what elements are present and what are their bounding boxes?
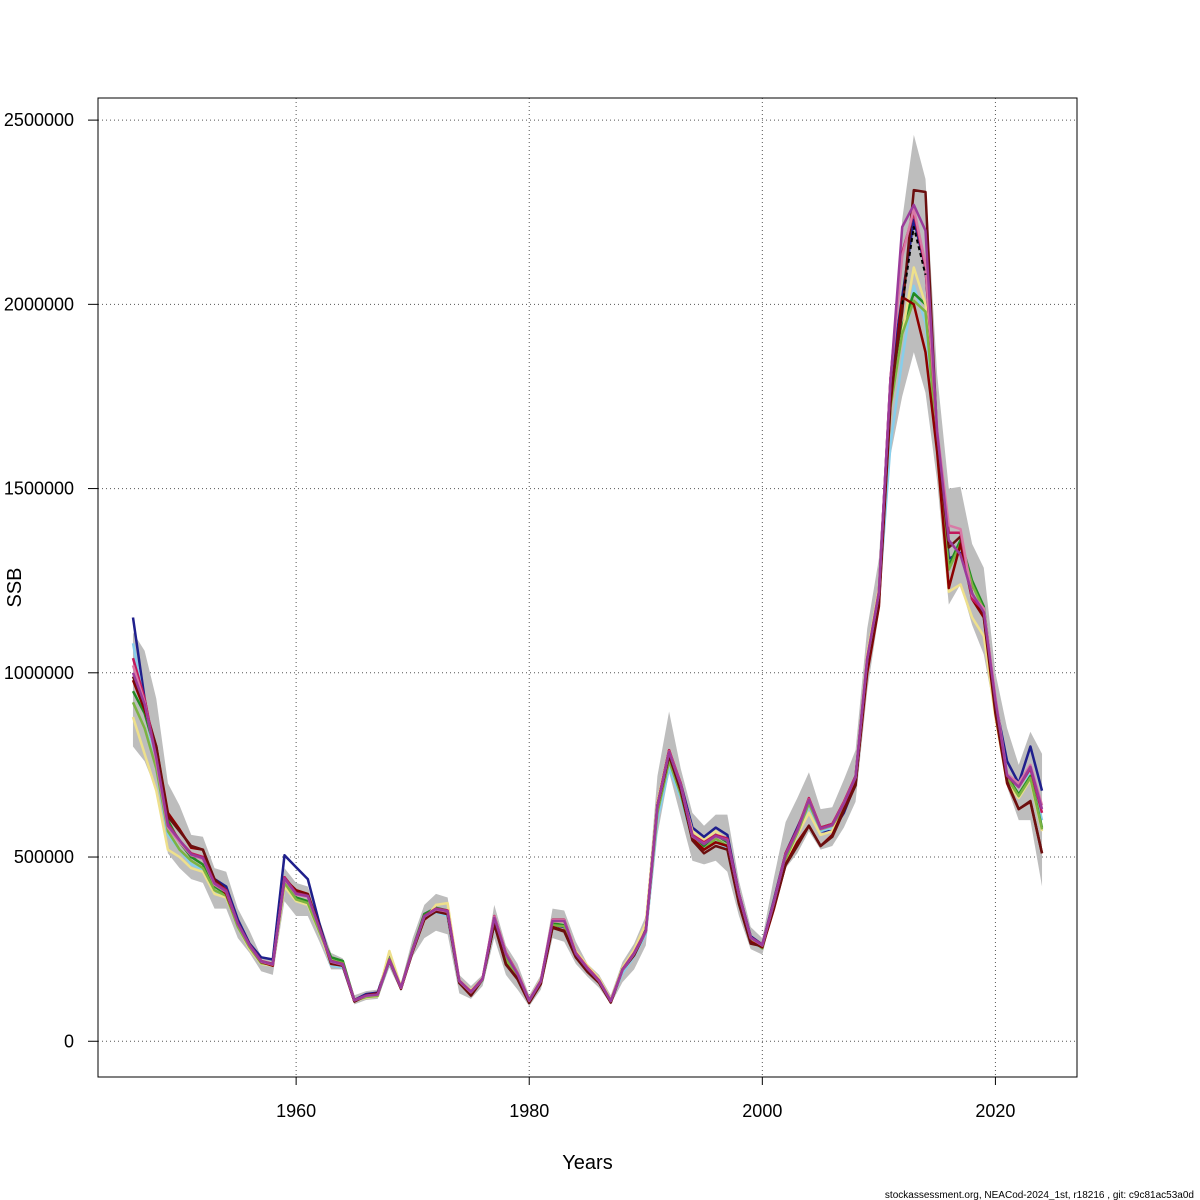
series-lines bbox=[131, 188, 1044, 1005]
x-axis: 1960 1980 2000 2020 bbox=[276, 1076, 1015, 1121]
y-tick-label: 1000000 bbox=[4, 663, 74, 683]
y-tick-label: 0 bbox=[64, 1031, 74, 1051]
footer-credit: stockassessment.org, NEACod-2024_1st, r1… bbox=[885, 1190, 1194, 1200]
y-tick-label: 2500000 bbox=[4, 110, 74, 130]
y-tick-label: 500000 bbox=[14, 847, 74, 867]
series-line-2 bbox=[131, 284, 1044, 1003]
y-axis-title: SSB bbox=[4, 567, 26, 607]
x-tick-label: 1960 bbox=[276, 1101, 316, 1121]
x-tick-label: 2000 bbox=[742, 1101, 782, 1121]
series-line-10 bbox=[131, 203, 1044, 1003]
y-axis: 0 500000 1000000 1500000 2000000 2500000 bbox=[4, 110, 98, 1051]
y-tick-label: 1500000 bbox=[4, 479, 74, 499]
series-line-3 bbox=[131, 292, 1044, 1002]
series-line-6 bbox=[131, 295, 1044, 1004]
x-axis-title: Years bbox=[562, 1152, 612, 1174]
series-line-11 bbox=[901, 226, 927, 305]
series-line-5 bbox=[131, 299, 1044, 1003]
y-tick-label: 2000000 bbox=[4, 294, 74, 314]
x-tick-label: 1980 bbox=[509, 1101, 549, 1121]
x-tick-label: 2020 bbox=[975, 1101, 1015, 1121]
